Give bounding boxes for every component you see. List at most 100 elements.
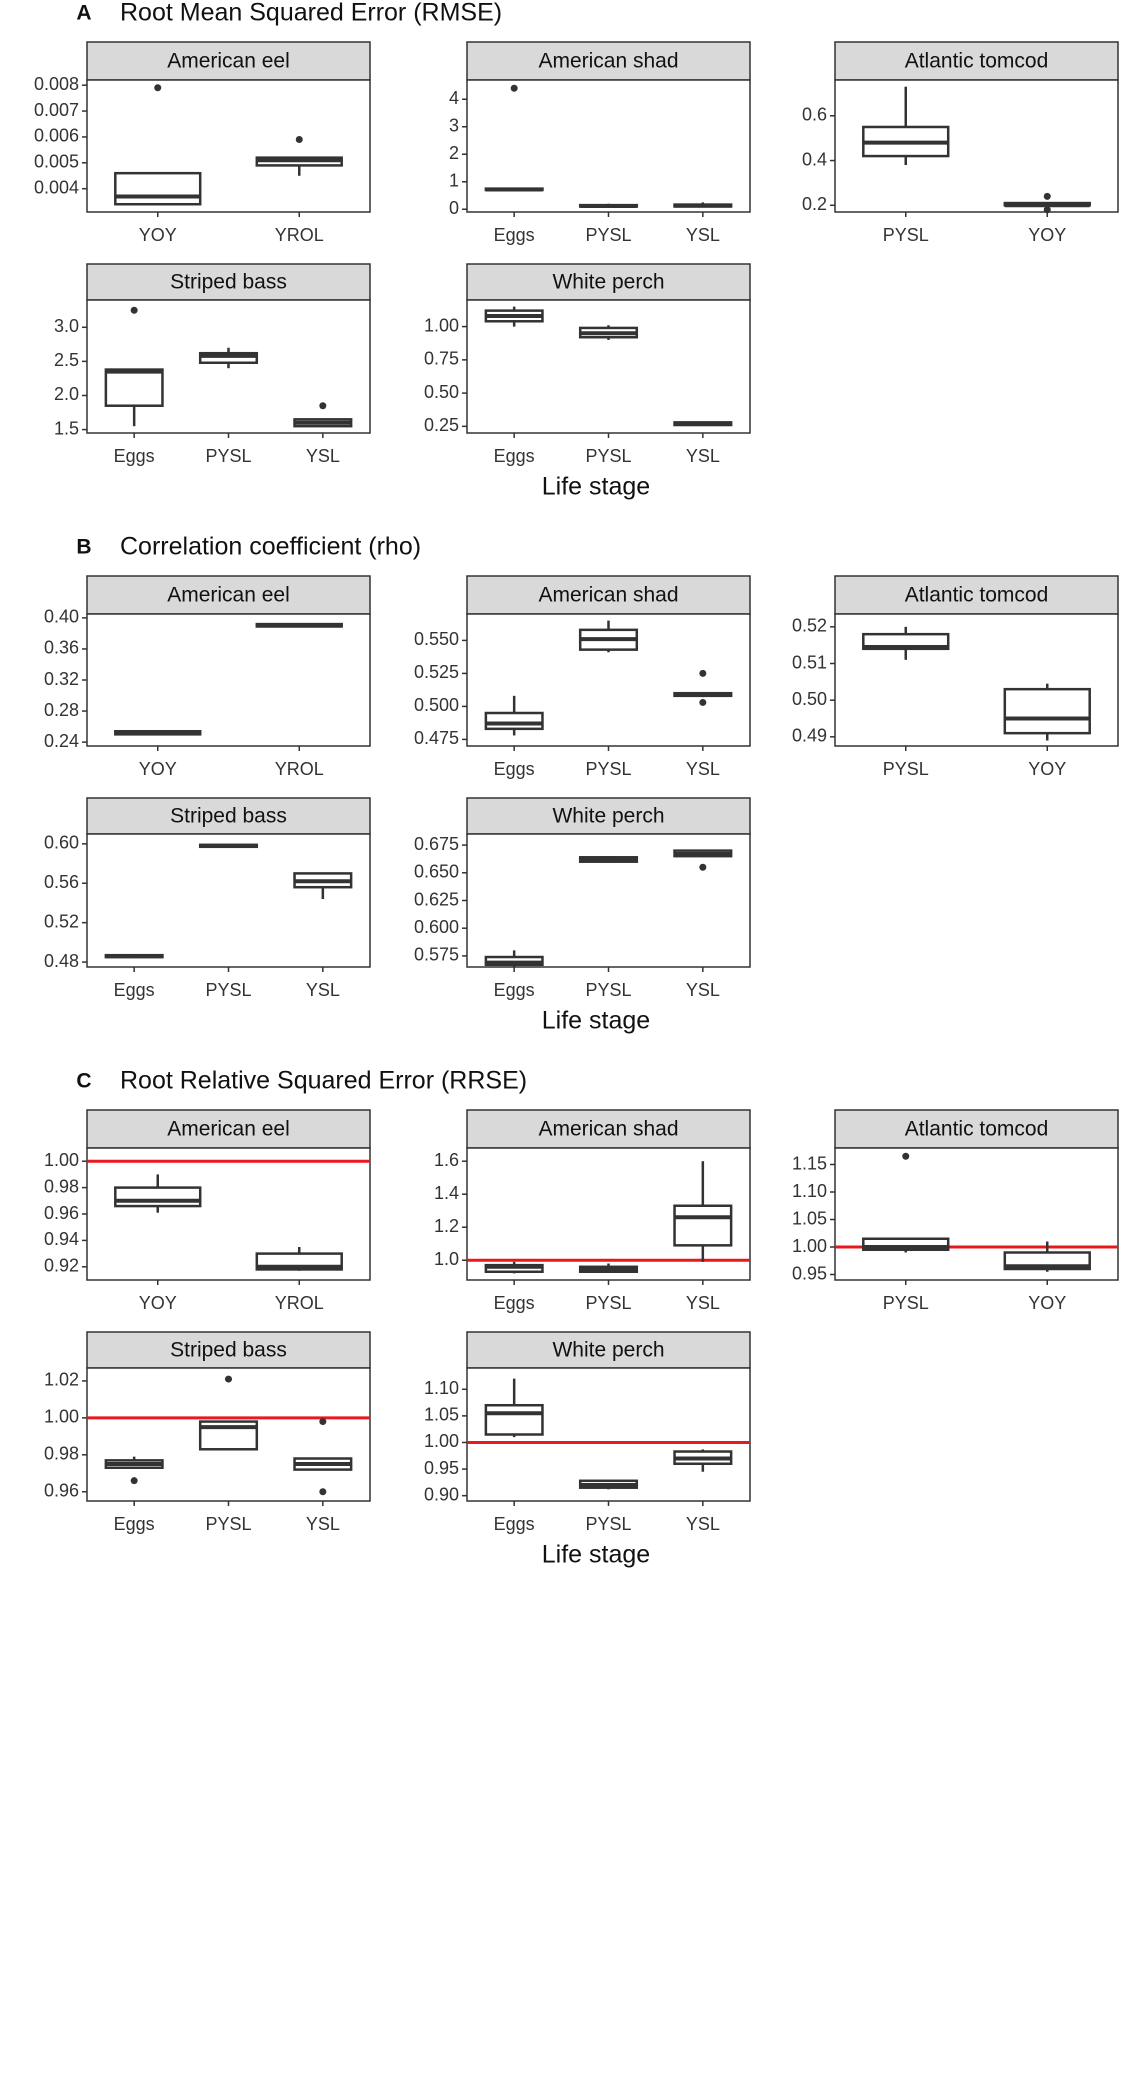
y-tick-label: 3.0	[54, 316, 79, 336]
y-tick-label: 0.95	[792, 1263, 827, 1283]
x-tick-label: Eggs	[114, 446, 155, 466]
y-tick-label: 0.005	[34, 152, 79, 172]
outlier	[154, 84, 162, 92]
panel-title: American shad	[538, 50, 678, 73]
outlier	[699, 669, 707, 677]
panel-title: Atlantic tomcod	[905, 584, 1049, 607]
x-tick-label: YOY	[139, 1293, 177, 1313]
panel-title: Striped bass	[170, 271, 287, 294]
strip	[834, 1109, 1119, 1149]
x-tick-label: PYSL	[205, 980, 251, 1000]
y-tick-label: 0.98	[44, 1444, 79, 1464]
y-tick-label: 1.00	[44, 1407, 79, 1427]
y-tick-label: 1.6	[434, 1150, 459, 1170]
box	[114, 1186, 202, 1208]
section-label: C	[76, 1070, 91, 1093]
section-label: B	[76, 536, 91, 559]
x-tick-label: Eggs	[494, 1293, 535, 1313]
y-tick-label: 1.5	[54, 418, 79, 438]
panel-frame	[86, 613, 371, 747]
x-tick-label: YSL	[686, 1293, 720, 1313]
x-tick-label: YROL	[275, 225, 324, 245]
x-tick-label: YSL	[306, 446, 340, 466]
strip	[86, 1109, 371, 1149]
y-tick-label: 0.49	[792, 726, 827, 746]
y-tick-label: 0.004	[34, 177, 79, 197]
panel-title: American shad	[538, 584, 678, 607]
y-tick-label: 0.25	[424, 415, 459, 435]
x-tick-label: YOY	[139, 225, 177, 245]
x-tick-label: YSL	[686, 1514, 720, 1534]
x-tick-label: PYSL	[585, 1514, 631, 1534]
y-tick-label: 0	[449, 198, 459, 218]
box	[104, 368, 164, 407]
strip	[834, 41, 1119, 81]
y-tick-label: 1.00	[792, 1236, 827, 1256]
y-tick-label: 0.94	[44, 1229, 79, 1249]
panel-title: American shad	[538, 1118, 678, 1141]
y-tick-label: 0.51	[792, 652, 827, 672]
box	[1003, 687, 1091, 735]
x-tick-label: PYSL	[585, 446, 631, 466]
outlier	[1043, 206, 1051, 214]
y-tick-label: 0.007	[34, 100, 79, 120]
x-tick-label: Eggs	[494, 759, 535, 779]
x-tick-label: YOY	[1028, 759, 1066, 779]
y-tick-label: 1.2	[434, 1216, 459, 1236]
box	[114, 171, 202, 206]
y-tick-label: 0.92	[44, 1256, 79, 1276]
outlier	[1043, 192, 1051, 200]
x-tick-label: YOY	[139, 759, 177, 779]
y-tick-label: 4	[449, 88, 459, 108]
x-tick-label: Eggs	[494, 446, 535, 466]
panel-title: White perch	[552, 805, 664, 828]
y-tick-label: 0.52	[792, 616, 827, 636]
y-tick-label: 2.0	[54, 384, 79, 404]
box	[198, 351, 259, 364]
strip	[466, 1109, 751, 1149]
y-tick-label: 1	[449, 171, 459, 191]
y-tick-label: 0.575	[414, 945, 459, 965]
y-tick-label: 0.2	[802, 194, 827, 214]
outlier	[130, 1477, 138, 1485]
y-tick-label: 3	[449, 116, 459, 136]
y-tick-label: 1.10	[792, 1181, 827, 1201]
x-tick-label: YSL	[686, 980, 720, 1000]
y-tick-label: 0.625	[414, 889, 459, 909]
outlier	[319, 402, 327, 410]
panel-title: Atlantic tomcod	[905, 1118, 1049, 1141]
x-tick-label: Eggs	[114, 1514, 155, 1534]
x-tick-label: Eggs	[494, 1514, 535, 1534]
x-tick-label: PYSL	[883, 759, 929, 779]
outlier	[699, 863, 707, 871]
y-tick-label: 0.6	[802, 105, 827, 125]
outlier	[510, 84, 518, 92]
section-title: Root Mean Squared Error (RMSE)	[120, 0, 502, 27]
x-axis-title: Life stage	[542, 1541, 650, 1569]
section-label: A	[76, 2, 91, 25]
y-tick-label: 0.28	[44, 700, 79, 720]
y-tick-label: 1.00	[424, 1431, 459, 1451]
y-tick-label: 0.006	[34, 126, 79, 146]
y-tick-label: 2.5	[54, 350, 79, 370]
panel-title: White perch	[552, 1339, 664, 1362]
y-tick-label: 1.05	[424, 1405, 459, 1425]
panel-frame	[86, 833, 371, 968]
panel-title: White perch	[552, 271, 664, 294]
x-tick-label: YOY	[1028, 225, 1066, 245]
y-tick-label: 0.75	[424, 349, 459, 369]
x-tick-label: PYSL	[205, 446, 251, 466]
y-tick-label: 0.008	[34, 74, 79, 94]
y-tick-label: 1.02	[44, 1370, 79, 1390]
outlier	[319, 1488, 327, 1496]
y-tick-label: 0.32	[44, 669, 79, 689]
y-tick-label: 1.15	[792, 1153, 827, 1173]
x-tick-label: PYSL	[883, 225, 929, 245]
x-tick-label: PYSL	[205, 1514, 251, 1534]
y-tick-label: 2	[449, 143, 459, 163]
y-tick-label: 1.00	[424, 315, 459, 335]
x-tick-label: Eggs	[494, 980, 535, 1000]
section-title: Root Relative Squared Error (RRSE)	[120, 1067, 527, 1095]
x-tick-label: YSL	[686, 759, 720, 779]
panel-frame	[466, 79, 751, 213]
